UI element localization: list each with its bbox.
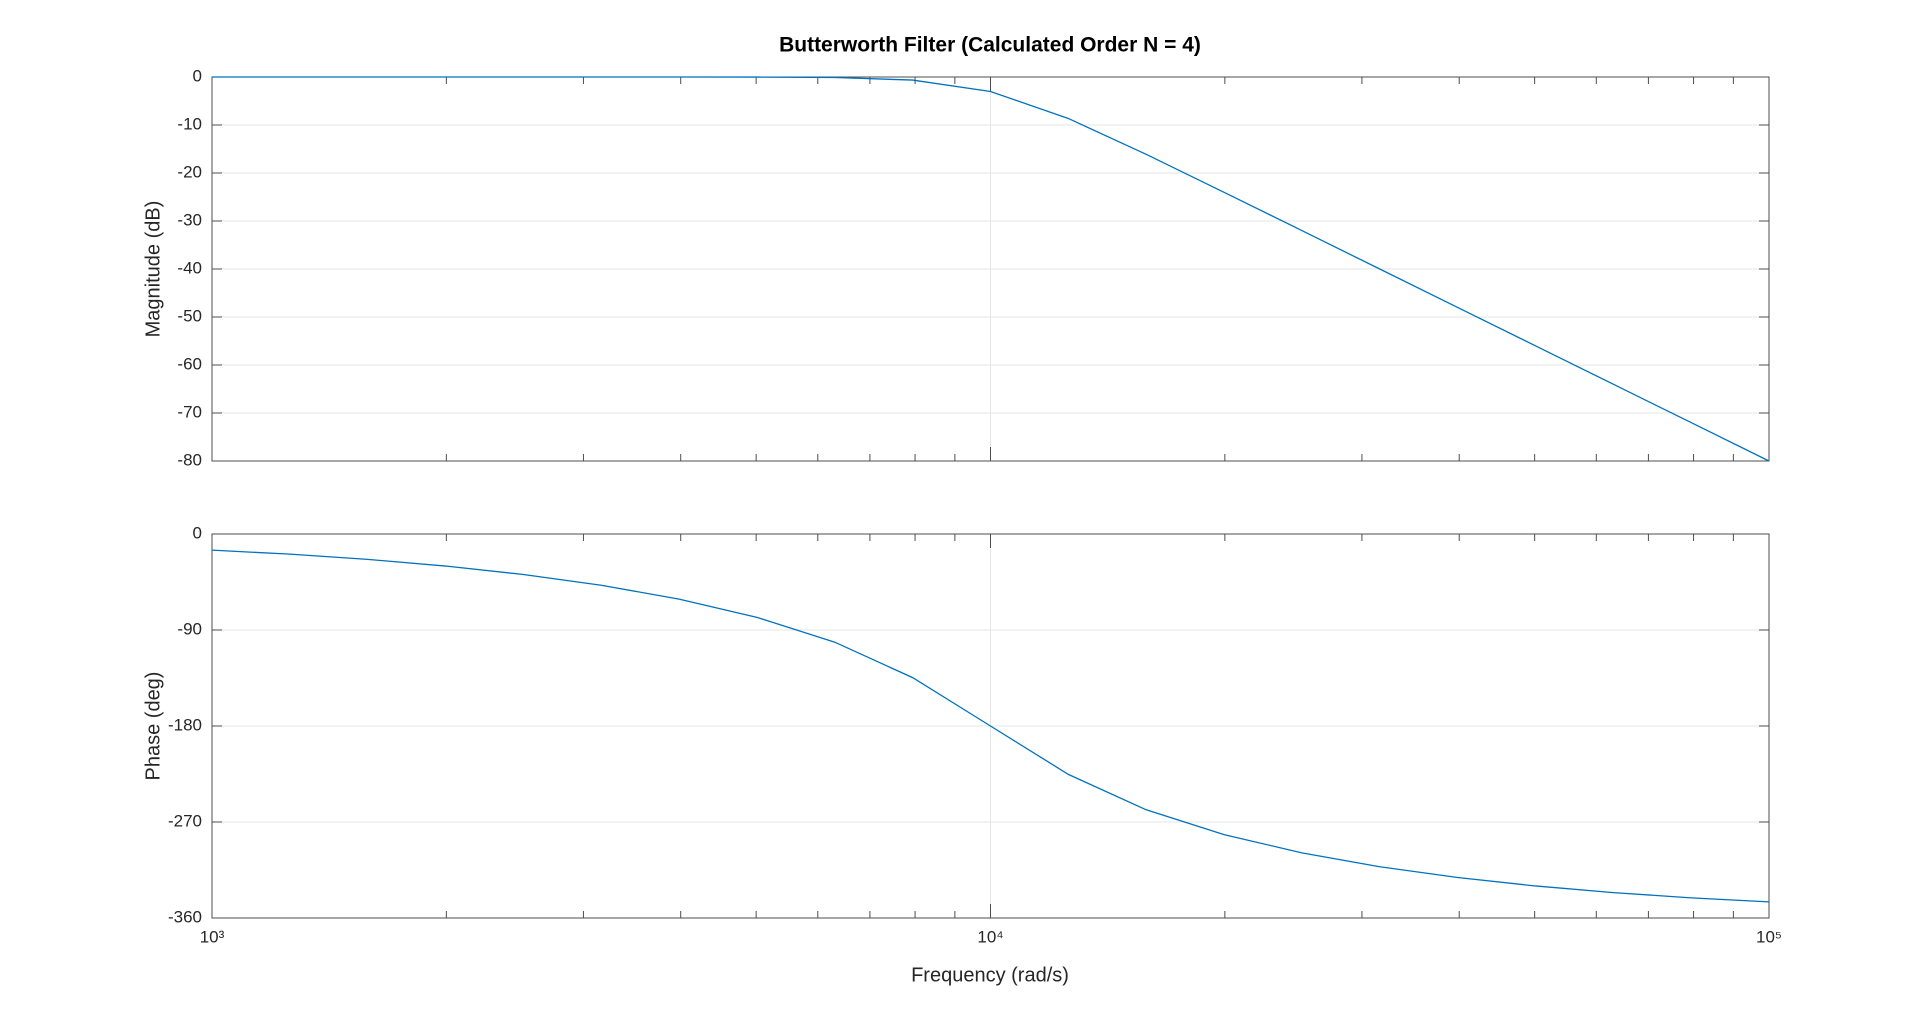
x-tick-label: 10³ <box>200 927 225 946</box>
y-tick-label: 0 <box>193 523 202 542</box>
y-tick-label: -10 <box>177 114 202 133</box>
y-tick-label: -80 <box>177 450 202 469</box>
axes-box <box>211 76 1770 462</box>
y-tick-label: -270 <box>168 811 202 830</box>
y-tick-label: -70 <box>177 402 202 421</box>
x-axis-label: Frequency (rad/s) <box>911 964 1069 986</box>
y-tick-label: -30 <box>177 210 202 229</box>
y-tick-label: 0 <box>193 66 202 85</box>
x-tick-label: 10⁴ <box>977 927 1003 946</box>
y-tick-label: -90 <box>177 619 202 638</box>
y-tick-label: -40 <box>177 258 202 277</box>
y-tick-label: -60 <box>177 354 202 373</box>
y-tick-label: -180 <box>168 715 202 734</box>
line-series <box>211 549 1770 903</box>
y-tick-label: -20 <box>177 162 202 181</box>
y-axis-label: Magnitude (dB) <box>142 201 164 338</box>
y-tick-label: -360 <box>168 907 202 926</box>
line-series <box>212 76 1770 462</box>
y-tick-label: -50 <box>177 306 202 325</box>
chart-title: Butterworth Filter (Calculated Order N =… <box>779 34 1201 57</box>
x-tick-label: 10⁵ <box>1756 927 1782 946</box>
y-axis-label: Phase (deg) <box>142 672 164 781</box>
axes-box <box>211 533 1770 919</box>
